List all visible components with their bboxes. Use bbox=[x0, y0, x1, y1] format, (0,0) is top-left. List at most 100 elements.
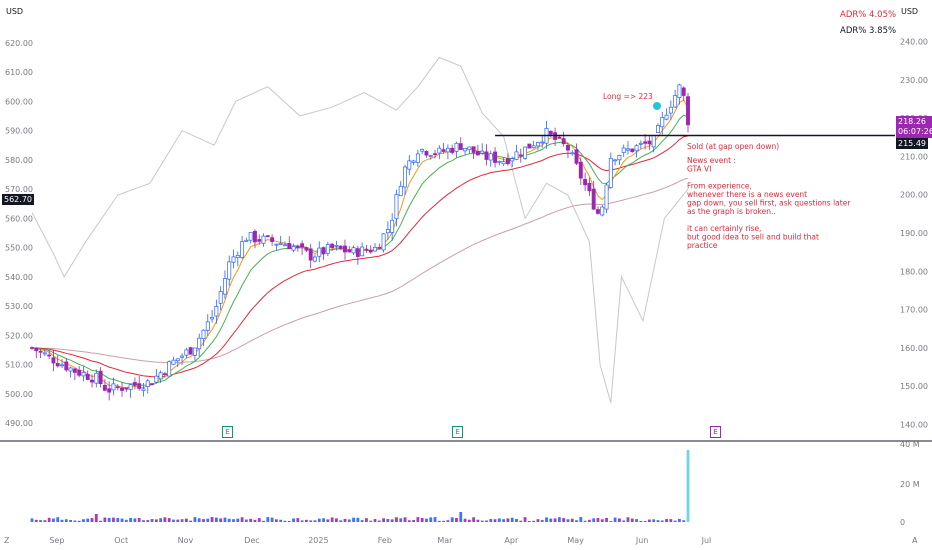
volume-bar bbox=[455, 518, 458, 522]
volume-bar bbox=[150, 518, 154, 522]
left-axis-tick: 510.00 bbox=[5, 361, 33, 370]
time-axis-label: May bbox=[567, 536, 584, 545]
volume-bar bbox=[639, 520, 643, 522]
volume-bar bbox=[347, 519, 351, 522]
volume-bar bbox=[47, 517, 51, 522]
volume-bar bbox=[579, 517, 583, 522]
right-axis-tick: 140.00 bbox=[900, 420, 928, 429]
volume-bar bbox=[305, 519, 308, 522]
left-axis-tick: 610.00 bbox=[5, 68, 33, 77]
candle bbox=[531, 145, 536, 149]
candle bbox=[501, 161, 506, 165]
volume-bar bbox=[116, 517, 120, 522]
volume-bar bbox=[523, 517, 527, 522]
candle bbox=[647, 140, 652, 145]
candle bbox=[42, 352, 47, 355]
candle bbox=[527, 143, 532, 149]
candle bbox=[424, 151, 429, 156]
volume-bar bbox=[52, 518, 55, 522]
volume-bar bbox=[86, 518, 90, 522]
timezone-icon[interactable]: Z bbox=[4, 536, 10, 545]
candle bbox=[493, 151, 498, 163]
candle bbox=[360, 246, 365, 257]
candle bbox=[385, 229, 390, 234]
volume-bar bbox=[420, 518, 424, 522]
candle bbox=[467, 146, 472, 150]
candle bbox=[681, 87, 686, 96]
volume-bar bbox=[583, 520, 587, 522]
volume-bar bbox=[412, 520, 415, 522]
volume-bar bbox=[287, 520, 291, 522]
volume-bar bbox=[292, 518, 295, 522]
candle bbox=[201, 329, 206, 339]
volume-bar bbox=[497, 518, 501, 522]
volume-bar bbox=[433, 517, 437, 522]
candle bbox=[347, 249, 352, 253]
candle bbox=[351, 247, 356, 254]
note-line: practice bbox=[687, 241, 718, 250]
compare-price-tag: 562.70 bbox=[2, 194, 34, 205]
candle bbox=[398, 185, 403, 197]
candle bbox=[587, 182, 592, 192]
candle bbox=[475, 150, 480, 156]
volume-bar bbox=[73, 520, 77, 522]
auto-scale-icon[interactable]: A bbox=[912, 536, 918, 545]
volume-bar bbox=[270, 517, 274, 522]
volume-bar bbox=[527, 520, 531, 522]
ema-slow-path bbox=[31, 135, 689, 378]
volume-bar bbox=[184, 518, 188, 522]
candle bbox=[60, 364, 64, 367]
volume-bar bbox=[107, 517, 111, 522]
note-line: GTA VI bbox=[687, 165, 711, 174]
candle bbox=[317, 247, 322, 257]
candle bbox=[523, 146, 528, 159]
candle bbox=[94, 372, 99, 384]
candle bbox=[325, 244, 330, 254]
volume-bar bbox=[403, 517, 407, 522]
price-axes: 240.00230.00220.00210.00200.00190.00180.… bbox=[5, 38, 928, 527]
candle bbox=[613, 159, 618, 162]
candle bbox=[77, 369, 82, 376]
candle bbox=[403, 166, 407, 188]
volume-bar bbox=[64, 519, 68, 522]
sold-annotation: Sold (at gap open down) bbox=[687, 142, 779, 151]
candle bbox=[518, 154, 523, 157]
left-axis-tick: 540.00 bbox=[5, 273, 33, 282]
candle bbox=[643, 141, 648, 144]
volume-bar bbox=[429, 517, 433, 522]
volume-bar bbox=[609, 520, 613, 522]
volume-bar bbox=[390, 519, 394, 522]
candle bbox=[450, 147, 455, 153]
volume-bar bbox=[399, 518, 403, 522]
volume-axis-tick: 0 bbox=[900, 518, 905, 527]
volume-bar bbox=[562, 518, 566, 522]
candle bbox=[548, 130, 553, 135]
volume-bar bbox=[382, 518, 385, 522]
volume-bar bbox=[386, 518, 390, 522]
left-axis-tick: 620.00 bbox=[5, 39, 33, 48]
volume-bar bbox=[365, 518, 368, 522]
candle bbox=[141, 388, 146, 391]
right-currency-label[interactable]: USD bbox=[901, 7, 919, 16]
earnings-badge[interactable]: E bbox=[222, 426, 233, 438]
candle bbox=[111, 383, 116, 391]
candle bbox=[278, 243, 283, 245]
candle bbox=[626, 148, 630, 151]
volume-bar bbox=[549, 518, 553, 522]
candle bbox=[334, 244, 339, 247]
volume-bar bbox=[630, 518, 634, 522]
volume-bar bbox=[557, 517, 561, 522]
volume-bar bbox=[536, 519, 540, 522]
volume-bar bbox=[129, 517, 133, 522]
volume-bar bbox=[566, 519, 570, 522]
volume-bar bbox=[673, 520, 677, 522]
ema-slow-line bbox=[31, 135, 689, 378]
earnings-badge[interactable]: E bbox=[452, 426, 463, 438]
left-currency-label[interactable]: USD bbox=[6, 7, 24, 16]
candle bbox=[313, 256, 317, 262]
annotation-group[interactable]: Long => 223 Sold (at gap open down) News e… bbox=[603, 92, 851, 250]
earnings-badge-upcoming[interactable]: E bbox=[710, 426, 721, 438]
volume-bar bbox=[587, 519, 591, 522]
left-axis-tick: 500.00 bbox=[5, 390, 33, 399]
